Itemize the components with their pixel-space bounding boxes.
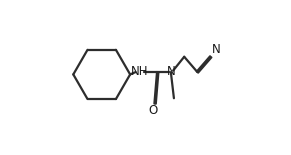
- Text: NH: NH: [131, 65, 149, 78]
- Text: O: O: [149, 104, 158, 117]
- Text: N: N: [212, 43, 220, 56]
- Text: N: N: [166, 65, 175, 78]
